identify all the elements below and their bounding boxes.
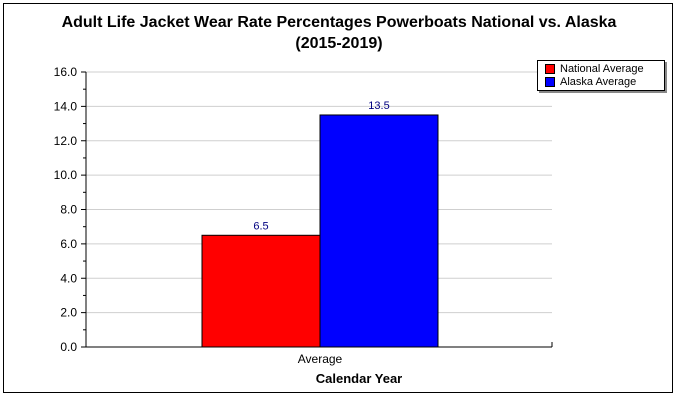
chart-title: Adult Life Jacket Wear Rate Percentages … [61, 14, 617, 31]
bar-data-label: 6.5 [253, 220, 268, 232]
legend-item-alaska: Alaska Average [545, 76, 636, 88]
y-tick-label: 6.0 [60, 237, 77, 251]
bar-data-label: 13.5 [368, 100, 389, 112]
y-tick-label: 12.0 [54, 134, 78, 148]
legend-item-national: National Average [545, 63, 644, 75]
y-tick-label: 0.0 [60, 340, 77, 354]
chart-legend: National Average Alaska Average [537, 60, 665, 91]
legend-label-alaska: Alaska Average [560, 76, 637, 88]
x-axis-label: Calendar Year [315, 371, 403, 386]
bar-alaska-average [319, 114, 439, 348]
y-tick-label: 14.0 [54, 99, 78, 113]
y-tick-label: 4.0 [60, 271, 77, 285]
y-tick-label: 2.0 [60, 306, 77, 320]
chart-subtitle: (2015-2019) [295, 35, 383, 52]
legend-swatch-national [545, 64, 555, 74]
y-tick-label: 16.0 [54, 65, 78, 79]
legend-swatch-alaska [545, 77, 555, 87]
bar-national-average [201, 234, 321, 348]
y-tick-label: 10.0 [54, 168, 78, 182]
x-tick-label: Average [297, 352, 343, 366]
y-tick-label: 8.0 [60, 203, 77, 217]
legend-label-national: National Average [560, 63, 644, 75]
